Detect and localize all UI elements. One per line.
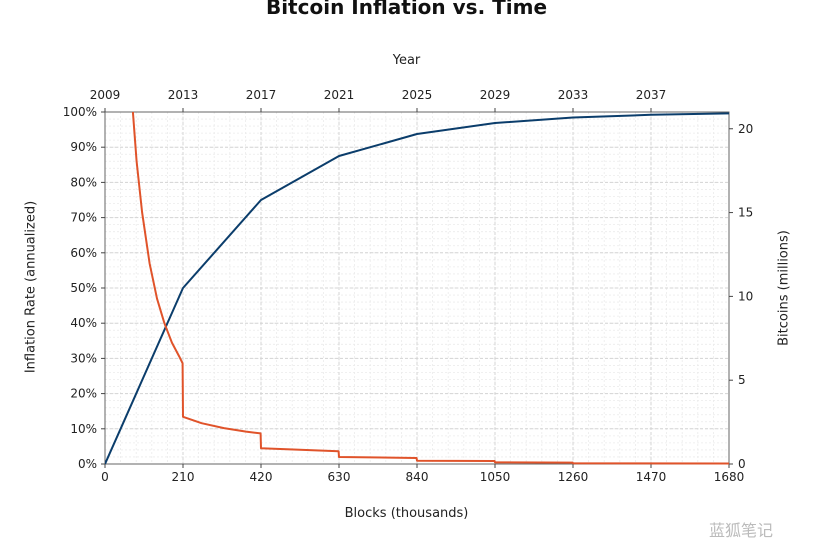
y-left-tick-label: 40%	[70, 316, 97, 330]
watermark: 蓝狐笔记	[708, 521, 773, 540]
y-right-tick-label: 0	[738, 457, 746, 471]
y-right-tick-label: 10	[738, 289, 753, 303]
top-axis-label: Year	[392, 53, 421, 68]
inflation-rate-line	[131, 111, 729, 465]
y-left-tick-label: 20%	[70, 387, 97, 401]
x-tick-label: 630	[328, 470, 351, 484]
top-tick-label: 2009	[90, 88, 121, 102]
x-tick-label: 1680	[714, 470, 745, 484]
x-tick-label: 1050	[480, 470, 511, 484]
top-tick-label: 2033	[558, 88, 589, 102]
y-left-tick-label: 30%	[70, 351, 97, 365]
top-tick-label: 2013	[168, 88, 199, 102]
x-tick-label: 420	[250, 470, 273, 484]
y-left-tick-label: 80%	[70, 175, 97, 189]
x-tick-label: 210	[172, 470, 195, 484]
top-tick-label: 2021	[324, 88, 355, 102]
top-tick-label: 2017	[246, 88, 277, 102]
y-right-tick-label: 5	[738, 373, 746, 387]
x-axis-label: Blocks (thousands)	[344, 506, 469, 521]
x-tick-label: 1470	[636, 470, 667, 484]
y-left-tick-label: 0%	[78, 457, 97, 471]
chart-title: Bitcoin Inflation vs. Time	[265, 0, 548, 19]
x-tick-label: 0	[101, 470, 109, 484]
x-tick-label: 1260	[558, 470, 589, 484]
top-tick-label: 2029	[480, 88, 511, 102]
y-left-tick-label: 10%	[70, 422, 97, 436]
y-right-tick-label: 20	[738, 122, 753, 136]
top-tick-label: 2025	[402, 88, 433, 102]
y-left-tick-label: 50%	[70, 281, 97, 295]
top-tick-label: 2037	[636, 88, 667, 102]
bitcoin-supply-line	[105, 112, 729, 465]
y-left-tick-label: 60%	[70, 246, 97, 260]
y-left-tick-label: 90%	[70, 140, 97, 154]
x-tick-label: 840	[406, 470, 429, 484]
y-right-tick-label: 15	[738, 206, 753, 220]
y-left-tick-label: 100%	[63, 105, 97, 119]
y-left-tick-label: 70%	[70, 211, 97, 225]
